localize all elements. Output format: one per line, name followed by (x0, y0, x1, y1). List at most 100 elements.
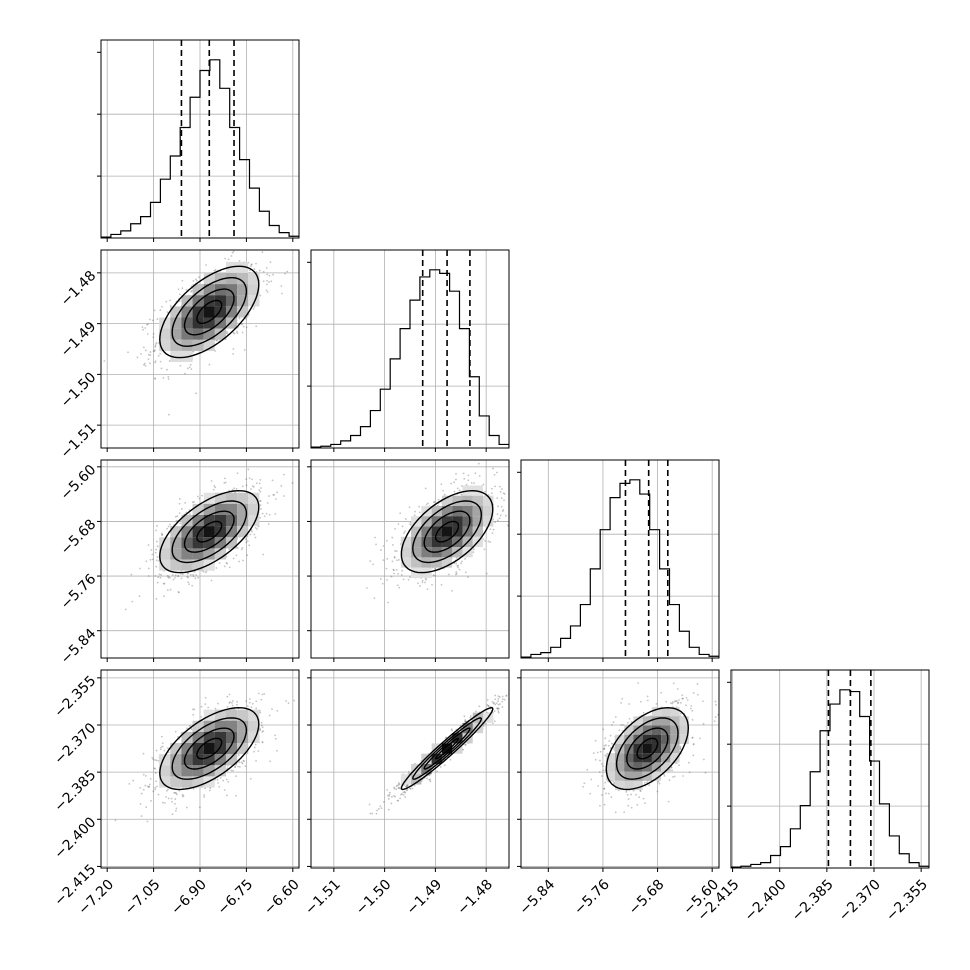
density-cell (203, 272, 215, 285)
scatter-point (372, 563, 374, 566)
density-cell (225, 537, 238, 549)
contour-2-0-2 (171, 500, 248, 564)
scatter-point (236, 330, 238, 333)
contour-2-1-3 (400, 489, 494, 574)
scatter-point (195, 279, 198, 282)
scatter-point (233, 487, 236, 490)
scatter-point (192, 713, 195, 716)
contour-1-0-3 (159, 265, 260, 359)
scatter-point (166, 368, 168, 371)
scatter-point (226, 706, 229, 708)
scatter-point (161, 305, 163, 308)
histogram-1 (311, 269, 509, 448)
scatter-point (155, 785, 158, 788)
scatter-point (424, 487, 427, 490)
density-cell (203, 743, 215, 755)
scatter-point (259, 478, 262, 481)
scatter-point (241, 323, 244, 326)
scatter-point (177, 574, 180, 577)
density-cell (462, 505, 473, 517)
density-cell (421, 536, 432, 548)
scatter-point (293, 699, 296, 702)
scatter-point (173, 791, 176, 794)
scatter-point (174, 574, 177, 577)
scatter-point (192, 575, 195, 578)
scatter-point (159, 748, 162, 751)
scatter-point (235, 554, 238, 557)
scatter-point (260, 698, 263, 701)
panel-2-1 (307, 459, 510, 662)
scatter-point (194, 577, 197, 580)
density-cell (203, 537, 215, 549)
density-cell (452, 516, 463, 527)
x-tick-label: −6.60 (261, 877, 303, 919)
scatter-point (218, 562, 221, 564)
scatter-point (228, 702, 231, 704)
scatter-point (148, 783, 151, 786)
scatter-point (198, 497, 201, 500)
scatter-point (280, 285, 283, 287)
scatter-point (154, 360, 157, 363)
density-cell (170, 350, 182, 363)
scatter-point (460, 485, 463, 487)
scatter-point (498, 517, 501, 520)
scatter-point (247, 313, 250, 316)
scatter-point (259, 294, 262, 297)
scatter-point (478, 475, 481, 477)
density-cell (214, 295, 226, 307)
scatter-point (214, 268, 217, 271)
scatter-point (174, 798, 177, 800)
density-cell (483, 516, 494, 527)
scatter-point (153, 350, 156, 353)
scatter-point (497, 695, 500, 697)
scatter-3-1 (368, 694, 508, 815)
scatter-point (386, 557, 389, 560)
y-tick-label: −5.60 (58, 462, 100, 504)
scatter-point (266, 502, 269, 504)
density-cell (225, 284, 238, 296)
scatter-point (240, 761, 243, 764)
scatter-point (273, 493, 276, 496)
scatter-point (234, 794, 237, 797)
scatter-point (254, 743, 257, 746)
scatter-point (257, 692, 260, 695)
scatter-point (268, 714, 271, 717)
scatter-point (158, 573, 161, 576)
scatter-point (229, 701, 232, 703)
scatter-point (192, 350, 195, 353)
scatter-point (140, 792, 143, 795)
scatter-point (276, 709, 279, 712)
scatter-point (502, 508, 505, 511)
scatter-point (237, 754, 240, 757)
density-cell (192, 731, 204, 744)
scatter-point (165, 795, 167, 798)
scatter-point (212, 488, 215, 491)
scatter-point (140, 815, 143, 817)
scatter-point (191, 728, 194, 731)
histogram-2 (521, 479, 719, 658)
scatter-point (152, 758, 155, 761)
scatter-point (258, 269, 261, 272)
scatter-point (207, 706, 210, 709)
scatter-point (453, 490, 456, 493)
scatter-point (270, 280, 273, 283)
scatter-point (167, 797, 170, 800)
density-cell (214, 743, 226, 755)
scatter-point (265, 267, 268, 269)
scatter-point (271, 479, 274, 482)
scatter-point (200, 705, 203, 708)
scatter-point (231, 488, 234, 491)
scatter-point (188, 366, 191, 369)
density-cell (170, 559, 182, 571)
scatter-point (228, 693, 231, 696)
scatter-point (235, 775, 238, 778)
scatter-point (215, 567, 218, 569)
scatter-point (231, 700, 234, 702)
density-cell (248, 514, 260, 527)
scatter-point (242, 559, 244, 562)
scatter-point (262, 270, 265, 273)
scatter-point (461, 560, 463, 563)
scatter-point (244, 538, 247, 541)
density-cell (411, 547, 422, 558)
